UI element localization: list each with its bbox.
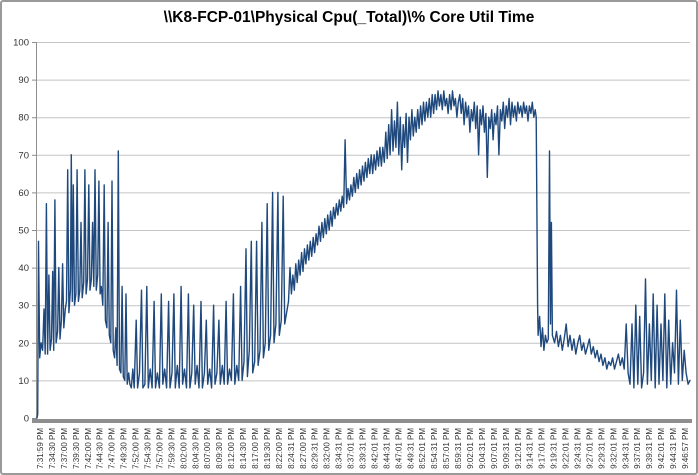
series-core-util-time	[36, 90, 691, 419]
svg-text:80: 80	[18, 113, 29, 124]
svg-text:8:57:01 PM: 8:57:01 PM	[442, 428, 451, 469]
svg-text:7:54:30 PM: 7:54:30 PM	[144, 428, 153, 469]
svg-text:7:47:00 PM: 7:47:00 PM	[108, 428, 117, 469]
svg-text:9:22:01 PM: 9:22:01 PM	[562, 428, 571, 469]
svg-text:9:34:31 PM: 9:34:31 PM	[621, 428, 630, 469]
svg-text:20: 20	[18, 338, 29, 349]
svg-text:8:24:31 PM: 8:24:31 PM	[287, 428, 296, 469]
svg-text:9:46:57 PM: 9:46:57 PM	[681, 428, 690, 469]
svg-text:8:04:30 PM: 8:04:30 PM	[191, 428, 200, 469]
svg-text:7:42:00 PM: 7:42:00 PM	[84, 428, 93, 469]
svg-text:8:17:00 PM: 8:17:00 PM	[251, 428, 260, 469]
svg-text:8:02:00 PM: 8:02:00 PM	[179, 428, 188, 469]
svg-text:9:37:01 PM: 9:37:01 PM	[633, 428, 642, 469]
svg-text:8:32:00 PM: 8:32:00 PM	[323, 428, 332, 469]
svg-text:8:47:01 PM: 8:47:01 PM	[394, 428, 403, 469]
y-axis	[32, 42, 37, 422]
svg-text:8:12:00 PM: 8:12:00 PM	[227, 428, 236, 469]
svg-text:60: 60	[18, 188, 29, 199]
svg-text:50: 50	[18, 226, 29, 237]
svg-text:8:39:31 PM: 8:39:31 PM	[359, 428, 368, 469]
svg-text:70: 70	[18, 150, 29, 161]
svg-text:7:37:00 PM: 7:37:00 PM	[60, 428, 69, 469]
svg-text:9:12:01 PM: 9:12:01 PM	[514, 428, 523, 469]
svg-text:7:34:30 PM: 7:34:30 PM	[48, 428, 57, 469]
svg-text:7:49:30 PM: 7:49:30 PM	[120, 428, 129, 469]
svg-text:9:27:01 PM: 9:27:01 PM	[585, 428, 594, 469]
svg-text:9:29:31 PM: 9:29:31 PM	[597, 428, 606, 469]
svg-text:8:22:00 PM: 8:22:00 PM	[275, 428, 284, 469]
svg-text:9:42:01 PM: 9:42:01 PM	[657, 428, 666, 469]
svg-text:8:29:31 PM: 8:29:31 PM	[311, 428, 320, 469]
svg-text:9:02:01 PM: 9:02:01 PM	[466, 428, 475, 469]
svg-text:7:44:30 PM: 7:44:30 PM	[96, 428, 105, 469]
svg-text:7:59:30 PM: 7:59:30 PM	[167, 428, 176, 469]
svg-text:8:34:31 PM: 8:34:31 PM	[335, 428, 344, 469]
svg-text:8:07:00 PM: 8:07:00 PM	[203, 428, 212, 469]
svg-text:8:52:01 PM: 8:52:01 PM	[418, 428, 427, 469]
svg-text:9:04:31 PM: 9:04:31 PM	[478, 428, 487, 469]
svg-text:8:44:31 PM: 8:44:31 PM	[382, 428, 391, 469]
svg-text:8:49:31 PM: 8:49:31 PM	[406, 428, 415, 469]
svg-text:100: 100	[13, 38, 29, 49]
svg-text:9:07:01 PM: 9:07:01 PM	[490, 428, 499, 469]
svg-text:8:19:30 PM: 8:19:30 PM	[263, 428, 272, 469]
svg-text:8:37:01 PM: 8:37:01 PM	[347, 428, 356, 469]
svg-text:9:19:31 PM: 9:19:31 PM	[550, 428, 559, 469]
svg-text:9:24:31 PM: 9:24:31 PM	[574, 428, 583, 469]
svg-text:8:54:31 PM: 8:54:31 PM	[430, 428, 439, 469]
svg-text:7:31:59 PM: 7:31:59 PM	[36, 428, 45, 469]
svg-text:30: 30	[18, 301, 29, 312]
svg-text:8:09:30 PM: 8:09:30 PM	[215, 428, 224, 469]
svg-text:9:32:01 PM: 9:32:01 PM	[609, 428, 618, 469]
svg-text:40: 40	[18, 263, 29, 274]
svg-text:9:17:01 PM: 9:17:01 PM	[538, 428, 547, 469]
svg-text:8:14:30 PM: 8:14:30 PM	[239, 428, 248, 469]
svg-text:10: 10	[18, 376, 29, 387]
svg-text:90: 90	[18, 75, 29, 86]
svg-text:9:44:31 PM: 9:44:31 PM	[669, 428, 678, 469]
svg-text:9:14:31 PM: 9:14:31 PM	[526, 428, 535, 469]
svg-text:7:57:00 PM: 7:57:00 PM	[155, 428, 164, 469]
chart-title: \\K8-FCP-01\Physical Cpu(_Total)\% Core …	[163, 9, 535, 26]
svg-text:0: 0	[24, 414, 29, 425]
svg-text:7:52:00 PM: 7:52:00 PM	[132, 428, 141, 469]
y-tick-labels: 0 10 20 30 40 50 60 70 80 90 100	[13, 38, 29, 425]
svg-text:7:39:30 PM: 7:39:30 PM	[72, 428, 81, 469]
x-tick-labels: 7:31:59 PM 7:34:30 PM 7:37:00 PM 7:39:30 PM…	[36, 428, 690, 469]
svg-text:9:09:31 PM: 9:09:31 PM	[502, 428, 511, 469]
svg-text:8:42:01 PM: 8:42:01 PM	[370, 428, 379, 469]
svg-text:8:27:00 PM: 8:27:00 PM	[299, 428, 308, 469]
svg-text:8:59:31 PM: 8:59:31 PM	[454, 428, 463, 469]
svg-text:9:39:31 PM: 9:39:31 PM	[645, 428, 654, 469]
gridlines	[37, 42, 690, 382]
